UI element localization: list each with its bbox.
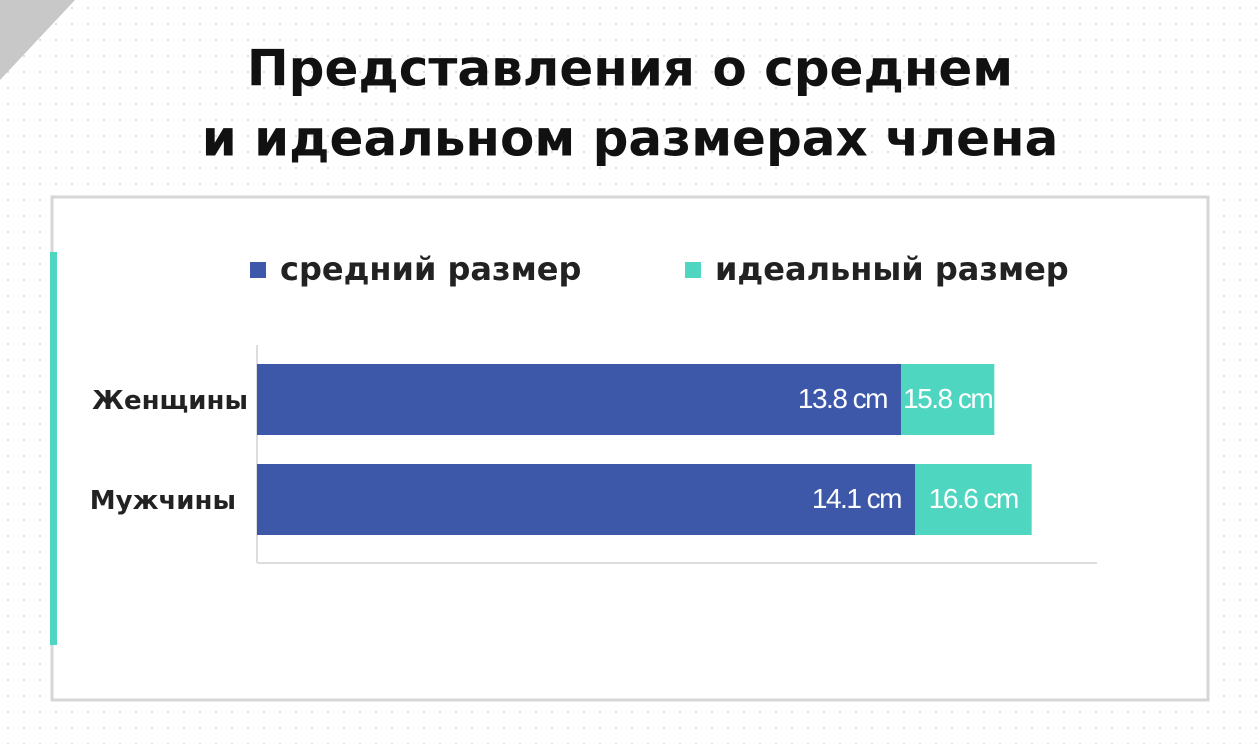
category-label: Мужчины — [90, 486, 236, 516]
corner-decoration — [0, 0, 75, 80]
value-label: 13.8 cm — [798, 383, 887, 414]
value-label: 14.1 cm — [812, 483, 901, 514]
chart-frame — [50, 195, 1210, 702]
category-label: Женщины — [92, 386, 248, 416]
legend-swatch — [685, 262, 701, 278]
legend-swatch — [250, 262, 266, 278]
bar — [257, 464, 915, 535]
legend-label: средний размер — [280, 250, 581, 288]
bar — [257, 364, 901, 435]
legend-label: идеальный размер — [715, 250, 1069, 288]
accent-bar — [50, 252, 57, 645]
value-label: 15.8 cm — [903, 383, 992, 414]
chart-title: и идеальном размерах члена — [202, 110, 1059, 168]
chart-title: Представления о среднем — [247, 40, 1013, 98]
value-label: 16.6 cm — [929, 483, 1018, 514]
